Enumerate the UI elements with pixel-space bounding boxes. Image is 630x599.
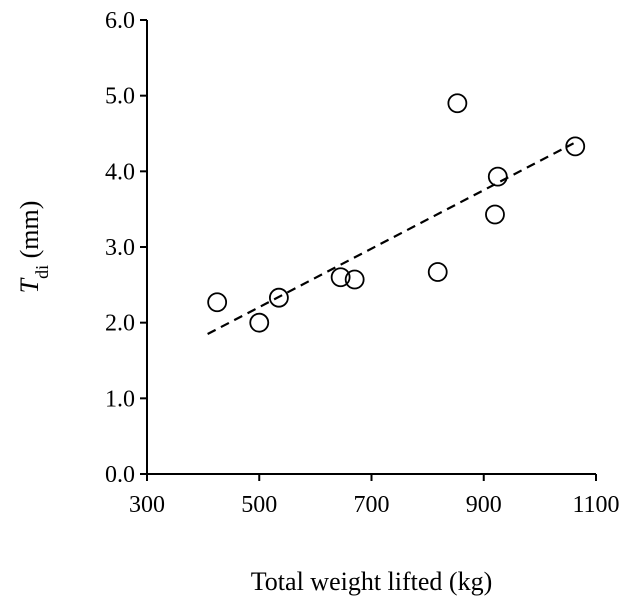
y-tick-label: 5.0 xyxy=(105,84,135,110)
y-axis-title-unit: (mm) xyxy=(15,201,44,265)
axes xyxy=(146,20,596,475)
data-point xyxy=(487,166,508,187)
y-axis-title-subscript: di xyxy=(32,265,52,279)
x-axis-ticks: 300 500 700 900 1100 xyxy=(129,474,620,518)
x-tick-label: 500 xyxy=(241,492,277,518)
y-tick-label: 1.0 xyxy=(105,386,135,412)
y-tick-label: 2.0 xyxy=(105,311,135,337)
data-point xyxy=(330,267,351,288)
y-tick-label: 4.0 xyxy=(105,159,135,185)
data-point xyxy=(427,262,448,282)
data-point xyxy=(565,136,586,157)
data-point xyxy=(485,204,505,225)
y-tick-label: 0.0 xyxy=(105,462,135,488)
y-axis-title-symbol: T xyxy=(15,277,44,293)
x-tick-label: 300 xyxy=(129,492,165,518)
data-point xyxy=(344,269,365,290)
data-point xyxy=(249,312,270,333)
data-point xyxy=(447,93,468,114)
y-tick-label: 3.0 xyxy=(105,235,135,261)
y-tick-label: 6.0 xyxy=(105,8,135,34)
x-tick-label: 700 xyxy=(354,492,390,518)
data-point xyxy=(207,292,228,313)
data-point xyxy=(268,287,289,308)
y-axis-ticks: 0.0 1.0 2.0 3.0 4.0 5.0 6.0 xyxy=(105,8,147,488)
x-tick-label: 1100 xyxy=(572,492,619,518)
y-axis-title: Tdi (mm) xyxy=(15,201,52,294)
x-axis-title: Total weight lifted (kg) xyxy=(251,567,493,596)
trendline xyxy=(207,142,575,335)
data-points xyxy=(207,93,586,333)
x-tick-label: 900 xyxy=(466,492,502,518)
